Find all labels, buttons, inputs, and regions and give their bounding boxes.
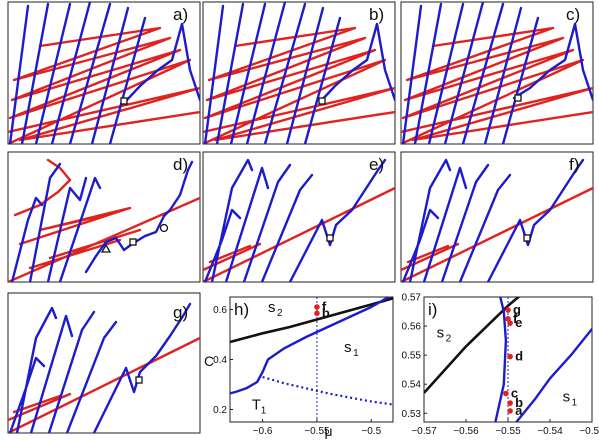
panel-i-point-label-f: f [513, 311, 518, 326]
panel-h-ytick-label-2: 0.6 [213, 305, 227, 316]
panel-a-label: a) [173, 5, 188, 24]
panel-i-point-label-a: a [515, 403, 523, 418]
panel-g: g) [7, 292, 201, 434]
panel-i-point-g [505, 307, 511, 313]
panel-f-label: f) [569, 155, 579, 174]
panel-h-xtick-label-2: −0.5 [361, 426, 381, 437]
panel-h-region-sub-2: 1 [261, 406, 267, 417]
panel-a-red-branch [8, 26, 200, 144]
panel-d-label: d) [173, 155, 188, 174]
panel-i-point-d [507, 353, 513, 360]
panel-g-curves [8, 302, 200, 433]
panel-d-red-branch [8, 158, 200, 282]
panel-h-point-label-f: f [322, 299, 327, 314]
panel-i-series-2-line [515, 327, 592, 422]
panel-e-marker [326, 234, 334, 242]
panel-g-label: g) [173, 303, 188, 322]
panel-h-region-label-1: s [344, 339, 352, 356]
panel-i-point-label-b: b [515, 395, 523, 410]
panel-d-curves [8, 158, 200, 282]
panel-e-label: e) [369, 155, 384, 174]
panel-i: i) gfedcbas2s1−0.57−0.56−0.55−0.54−0.530… [402, 293, 599, 438]
panel-h-label: h) [234, 300, 249, 319]
panel-i-region-sub-0: 2 [446, 334, 452, 345]
panel-h-xlabel: μ [325, 423, 333, 439]
panel-h-series-1-line [230, 297, 392, 395]
panel-e-curves [203, 158, 395, 282]
panel-h-series-0-line [230, 297, 393, 344]
panel-f-curves [401, 158, 593, 282]
panel-c-curves [401, 2, 593, 144]
panel-i-series-0-line [424, 297, 521, 394]
panel-i-series-1-line [494, 297, 508, 422]
panel-h-ytick-label-1: 0.4 [213, 355, 227, 366]
panel-h-xtick-label-0: −0.6 [253, 426, 273, 437]
panel-i-point-b [507, 400, 513, 406]
panel-h-point-f [314, 304, 320, 310]
panel-d: d) [7, 151, 201, 283]
panel-h-region-sub-1: 1 [353, 348, 359, 359]
panel-c-marker [514, 94, 522, 102]
panel-i-xtick-label-0: −0.57 [411, 426, 437, 437]
panel-h: h) fbs 2s 1T 1−0.6 −0.55 −0.50.20.40.6μC [204, 296, 394, 439]
panel-h-xtick-label-1: −0.55 [304, 426, 330, 437]
panel-i-label: i) [428, 300, 437, 319]
panel-f: f) [400, 151, 594, 283]
panel-h-region-label-0: s [268, 299, 276, 316]
panel-e-blue-branch [203, 158, 387, 282]
panel-b: b) [202, 1, 396, 145]
panel-i-point-label-d: d [515, 349, 523, 364]
panel-h-ylabel: C [204, 353, 214, 369]
panel-i-ytick-label-3: 0.56 [402, 322, 422, 333]
panel-g-blue-branch [8, 302, 192, 433]
panel-i-xtick-label-2: −0.55 [495, 426, 521, 437]
panel-i-point-label-c: c [511, 386, 518, 401]
panel-h-point-label-b: b [322, 305, 330, 320]
panel-a-blue-branch [8, 2, 200, 144]
panel-i-point-label-g: g [513, 302, 521, 317]
panel-f-marker [523, 234, 531, 242]
panel-b-label: b) [369, 5, 384, 24]
panel-c-blue-branch [401, 2, 593, 144]
panel-i-point-label-e: e [515, 315, 522, 330]
panel-b-red-branch [203, 26, 395, 144]
panel-g-marker [135, 376, 143, 384]
panel-i-region-sub-1: 1 [572, 398, 578, 409]
panel-b-marker [318, 97, 326, 105]
panel-a-curves [8, 2, 200, 144]
panel-i-point-c [503, 390, 509, 397]
panel-i-ytick-label-0: 0.53 [402, 409, 422, 420]
panel-i-ytick-label-4: 0.57 [402, 293, 422, 304]
panel-d-triangle-marker [100, 243, 112, 253]
panel-d-square-marker [129, 238, 137, 246]
panel-i-ytick-label-1: 0.54 [402, 380, 422, 391]
panel-b-blue-branch [203, 2, 395, 144]
panel-i-region-label-1: s [563, 389, 571, 406]
panel-i-xtick-label-1: −0.56 [453, 426, 479, 437]
panel-c-label: c) [566, 5, 580, 24]
panel-i-xtick-label-3: −0.54 [537, 426, 563, 437]
panel-c-red-branch [401, 26, 593, 144]
panel-i-point-a [507, 408, 513, 414]
panel-d-circle-marker [159, 223, 169, 233]
panel-i-ytick-label-2: 0.55 [402, 351, 422, 362]
panel-h-ytick-label-0: 0.2 [213, 405, 227, 416]
panel-b-curves [203, 2, 395, 144]
panel-i-point-e [507, 320, 513, 326]
panel-f-blue-branch [401, 158, 585, 282]
panel-h-region-sub-0: 2 [277, 308, 283, 319]
panel-h-series-2-line [262, 375, 393, 406]
panel-i-xtick-label-4: −0.53 [579, 426, 599, 437]
panel-h-point-b [314, 310, 320, 317]
panel-i-point-f [505, 316, 511, 322]
panel-h-plot-area [230, 297, 393, 422]
panel-c: c) [400, 1, 594, 145]
panel-i-region-label-0: s [437, 325, 445, 342]
panel-e: e) [202, 151, 396, 283]
panel-d-blue-branch [10, 160, 194, 282]
panel-a: a) [7, 1, 201, 145]
panel-a-marker [120, 97, 128, 105]
panel-h-region-label-2: T [252, 397, 261, 414]
